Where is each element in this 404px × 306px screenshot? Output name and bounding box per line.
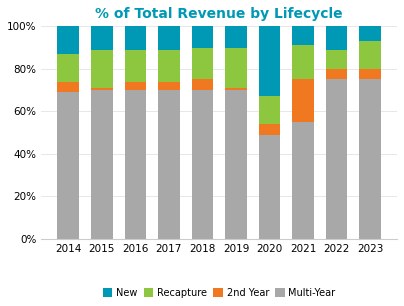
Bar <box>225 26 247 47</box>
Bar <box>57 81 79 92</box>
Bar <box>124 90 146 239</box>
Bar <box>124 50 146 81</box>
Bar <box>57 54 79 81</box>
Bar <box>124 81 146 90</box>
Bar <box>191 90 213 239</box>
Bar <box>158 81 180 90</box>
Bar <box>91 90 113 239</box>
Bar <box>292 45 314 79</box>
Bar <box>158 26 180 50</box>
Bar <box>292 79 314 122</box>
Bar <box>359 79 381 239</box>
Bar <box>57 92 79 239</box>
Bar <box>158 50 180 81</box>
Bar <box>191 79 213 90</box>
Bar <box>91 50 113 88</box>
Bar <box>326 69 347 79</box>
Legend: New, Recapture, 2nd Year, Multi-Year: New, Recapture, 2nd Year, Multi-Year <box>99 284 339 302</box>
Bar <box>225 90 247 239</box>
Bar <box>359 69 381 79</box>
Bar <box>57 26 79 54</box>
Bar <box>91 88 113 90</box>
Bar <box>259 135 280 239</box>
Bar <box>259 26 280 96</box>
Bar <box>225 88 247 90</box>
Bar <box>292 122 314 239</box>
Bar <box>225 47 247 88</box>
Bar <box>326 50 347 69</box>
Bar <box>326 26 347 50</box>
Bar <box>259 124 280 135</box>
Title: % of Total Revenue by Lifecycle: % of Total Revenue by Lifecycle <box>95 7 343 21</box>
Bar <box>91 26 113 50</box>
Bar <box>326 79 347 239</box>
Bar <box>292 26 314 45</box>
Bar <box>359 41 381 69</box>
Bar <box>359 26 381 41</box>
Bar <box>191 47 213 79</box>
Bar <box>259 96 280 124</box>
Bar <box>191 26 213 47</box>
Bar <box>124 26 146 50</box>
Bar <box>158 90 180 239</box>
